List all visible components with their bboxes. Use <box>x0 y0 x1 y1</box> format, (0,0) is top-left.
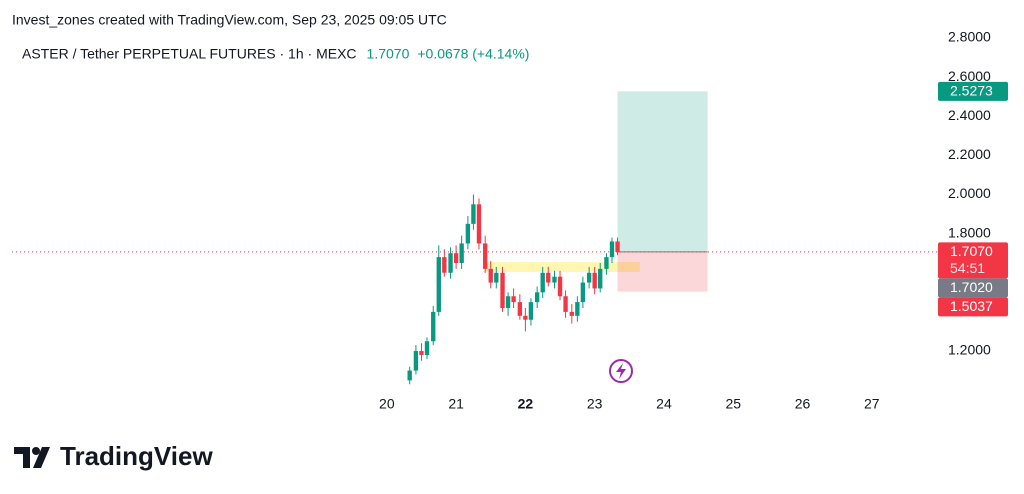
candle-body <box>505 296 511 308</box>
candle-body <box>419 351 424 355</box>
y-tick-label: 2.4000 <box>948 107 991 123</box>
candle-body <box>483 243 488 269</box>
candle-body <box>552 276 557 283</box>
candle-body <box>575 302 580 316</box>
price-tag-label: 2.5273 <box>950 83 993 99</box>
price-tag <box>938 297 1008 317</box>
y-tick-label: 2.8000 <box>948 29 991 45</box>
price-tag-label: 1.7070 <box>950 243 993 259</box>
candle-body <box>540 272 545 293</box>
x-tick-label: 25 <box>725 396 741 412</box>
x-tick-label: 27 <box>864 396 880 412</box>
countdown: 54:51 <box>950 260 985 276</box>
event-icon[interactable] <box>609 359 633 383</box>
price-tag-label: 1.7020 <box>950 279 993 295</box>
candle-body <box>442 257 447 273</box>
symbol: ASTER / Tether PERPETUAL FUTURES · 1h · … <box>22 46 357 62</box>
candle-body <box>534 292 540 303</box>
candle-body <box>615 241 620 252</box>
price-tag <box>938 242 1008 279</box>
price-tag-label: 1.5037 <box>950 298 993 314</box>
candle-body <box>586 272 592 283</box>
candle-body <box>413 351 419 371</box>
position-stop <box>617 251 708 292</box>
candle-body <box>523 315 528 320</box>
candle-body <box>528 302 534 320</box>
candle-body <box>511 296 516 303</box>
candle-body <box>431 311 436 342</box>
candle-body <box>459 243 464 263</box>
y-tick-label: 2.0000 <box>948 185 991 201</box>
x-tick-label: 26 <box>795 396 811 412</box>
last-price: 1.7070 <box>367 46 410 62</box>
candle-body <box>407 370 412 381</box>
axes: 2.8000 2.6000 2.4000 2.2000 2.0000 1.8000 1.20… <box>379 29 1008 412</box>
candle-body <box>546 272 551 283</box>
header: Invest_zones created with TradingView.co… <box>12 12 447 28</box>
candle-body <box>476 204 482 244</box>
y-tick-label: 1.8000 <box>948 224 991 240</box>
y-tick-label: 1.2000 <box>948 342 991 358</box>
price-tag <box>938 81 1008 101</box>
brand-logo: TradingView <box>14 441 213 471</box>
candle-body <box>563 296 568 312</box>
x-tick-label: 23 <box>587 396 603 412</box>
x-tick-label: 21 <box>448 396 464 412</box>
plot-area <box>12 91 938 385</box>
support-zone <box>483 262 640 272</box>
candle-body <box>604 257 609 269</box>
brand: TradingView <box>60 441 213 471</box>
price-change: +0.0678 (+4.14%) <box>417 46 529 62</box>
candle-body <box>494 272 499 283</box>
candle-body <box>569 311 574 316</box>
x-tick-label: 24 <box>656 396 672 412</box>
candle-body <box>500 272 505 308</box>
candle-body <box>557 276 563 297</box>
candle-body <box>580 282 586 303</box>
candle-body <box>436 257 441 312</box>
y-tick-label: 2.2000 <box>948 146 991 162</box>
x-tick-label: 22 <box>518 396 534 412</box>
candle-body <box>453 253 459 263</box>
candle-body <box>517 302 523 316</box>
candle-body <box>465 223 471 244</box>
position-target <box>617 91 708 252</box>
legend: ASTER / Tether PERPETUAL FUTURES · 1h · … <box>22 46 529 62</box>
candle-body <box>598 268 603 289</box>
candle-body <box>448 253 453 273</box>
candle-body <box>424 341 430 355</box>
candle-body <box>471 204 476 224</box>
candle-body <box>609 241 615 258</box>
y-tick-label: 2.6000 <box>948 68 991 84</box>
candle-body <box>488 268 493 283</box>
candle-body <box>592 272 597 289</box>
x-tick-label: 20 <box>379 396 395 412</box>
price-tag <box>938 278 1008 298</box>
